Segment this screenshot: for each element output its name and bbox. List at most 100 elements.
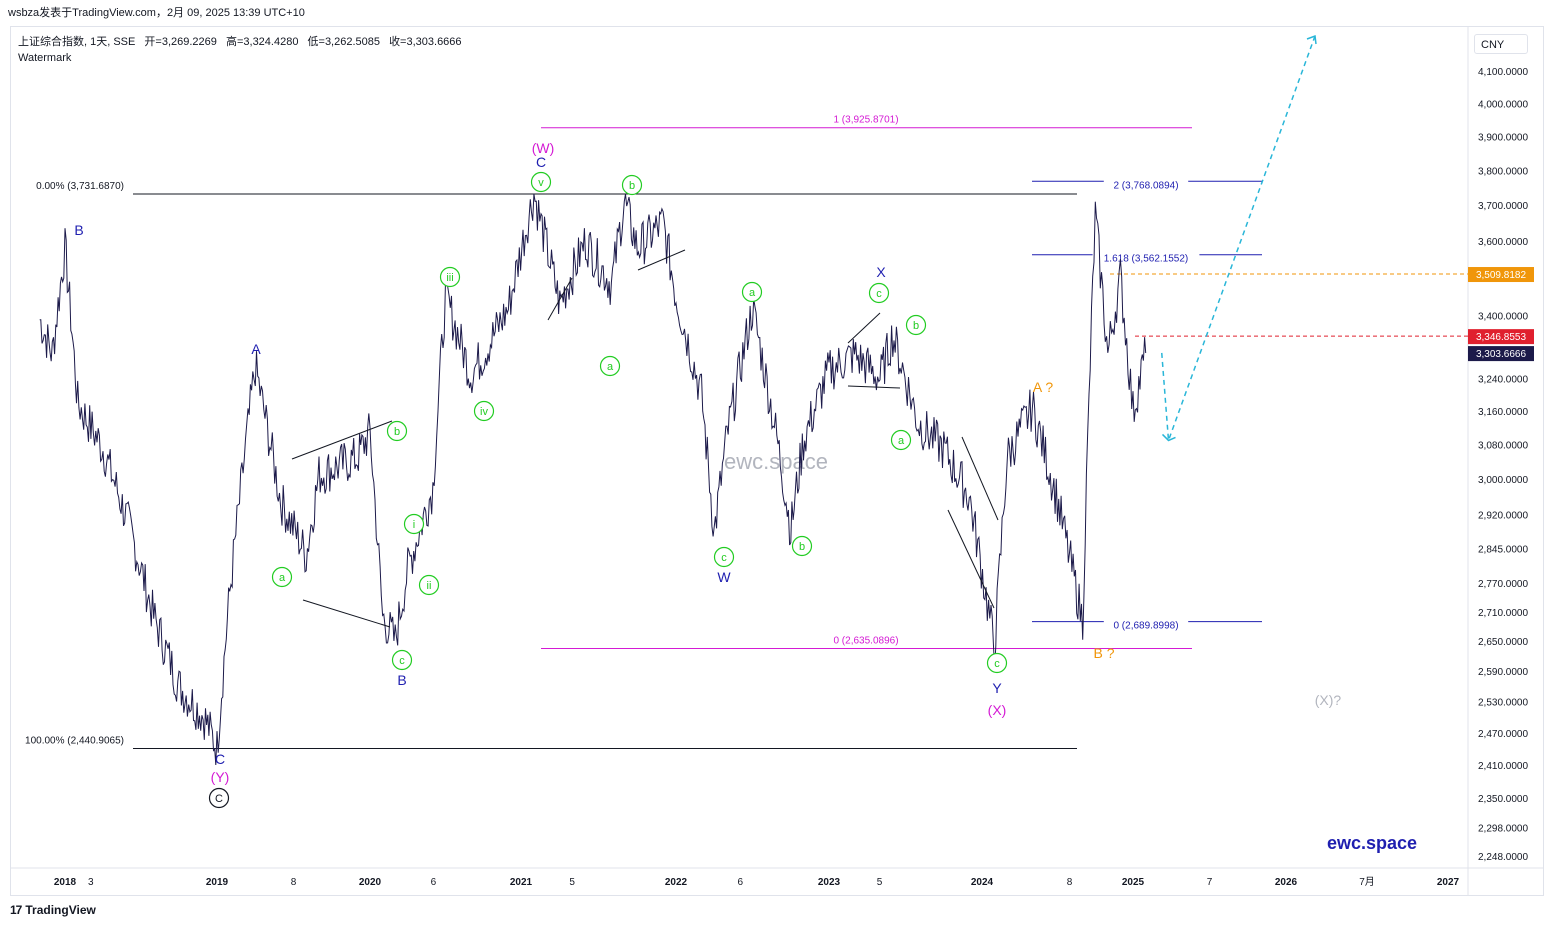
- wave-label: c: [399, 655, 405, 667]
- x-tick-label: 5: [569, 877, 575, 888]
- legend-low: 低=3,262.5085: [307, 36, 380, 48]
- wave-label: iii: [446, 272, 453, 284]
- wave-label: b: [913, 320, 919, 332]
- y-tick-label: 2,845.0000: [1478, 544, 1528, 555]
- legend-symbol[interactable]: 上证综合指数, 1天, SSE: [18, 36, 136, 48]
- x-tick-label: 8: [291, 877, 297, 888]
- wave-label: (Y): [211, 769, 230, 785]
- wave-label: B ?: [1093, 645, 1114, 661]
- projection-path: [1161, 35, 1316, 441]
- x-tick-label: 2021: [510, 877, 533, 888]
- x-tick-label: 7: [1207, 877, 1213, 888]
- y-tick-label: 3,160.0000: [1478, 407, 1528, 418]
- y-tick-label: 3,240.0000: [1478, 375, 1528, 386]
- wave-trendline: [547, 277, 573, 321]
- y-tick-label: 2,410.0000: [1478, 761, 1528, 772]
- currency-selector[interactable]: CNY: [1474, 34, 1528, 54]
- wave-trendline: [637, 249, 686, 271]
- x-tick-label: 3: [88, 877, 94, 888]
- y-tick-label: 3,000.0000: [1478, 475, 1528, 486]
- level-label: 100.00% (2,440.9065): [25, 735, 124, 746]
- y-tick-label: 2,770.0000: [1478, 579, 1528, 590]
- wave-label: a: [749, 287, 756, 299]
- x-tick-label: 8: [1067, 877, 1073, 888]
- price-series-line: [39, 193, 1147, 766]
- x-tick-label: 2024: [971, 877, 994, 888]
- publisher-header: wsbza发表于TradingView.com，2月 09, 2025 13:3…: [8, 7, 305, 19]
- y-tick-label: 2,530.0000: [1478, 698, 1528, 709]
- legend-open: 开=3,269.2269: [144, 36, 217, 48]
- wave-label-circle: [741, 281, 763, 303]
- x-tick-label: 2018: [54, 877, 77, 888]
- y-tick-label: 3,900.0000: [1478, 132, 1528, 143]
- level-label-bg: [1103, 174, 1189, 187]
- wave-label: Y: [992, 680, 1002, 696]
- wave-label-circle: [271, 566, 293, 588]
- wave-trendline: [847, 385, 901, 389]
- chart-frame: [10, 26, 1544, 896]
- price-badge-label: 3,303.6666: [1476, 349, 1526, 360]
- y-tick-label: 2,350.0000: [1478, 794, 1528, 805]
- level-label: 0 (2,635.0896): [833, 635, 898, 646]
- x-tick-label: 7月: [1359, 876, 1375, 888]
- y-tick-label: 3,600.0000: [1478, 237, 1528, 248]
- x-tick-label: 5: [877, 877, 883, 888]
- wave-label-circle: [890, 429, 912, 451]
- x-tick-label: 2022: [665, 877, 688, 888]
- wave-label: (X): [988, 702, 1007, 718]
- wave-label-circle: [386, 420, 408, 442]
- wave-trendline: [847, 312, 881, 344]
- price-badge: [1468, 346, 1534, 362]
- wave-label: i: [413, 519, 415, 531]
- wave-label: A ?: [1033, 379, 1053, 395]
- y-tick-label: 4,000.0000: [1478, 99, 1528, 110]
- wave-label: a: [898, 435, 905, 447]
- wave-label-circle: [418, 574, 440, 596]
- wave-label-circle: [713, 546, 735, 568]
- y-tick-label: 2,710.0000: [1478, 608, 1528, 619]
- wave-trendline: [291, 420, 393, 460]
- footer-logo[interactable]: 17 TradingView: [10, 903, 96, 917]
- legend-close: 收=3,303.6666: [389, 36, 462, 48]
- y-tick-label: 2,248.0000: [1478, 852, 1528, 863]
- legend-watermark: Watermark: [18, 52, 72, 64]
- wave-label: C: [215, 751, 225, 767]
- x-tick-label: 2019: [206, 877, 229, 888]
- wave-label-circle: [439, 266, 461, 288]
- wave-label-circle: [791, 535, 813, 557]
- wave-label: v: [538, 177, 544, 189]
- wave-trendline: [302, 599, 391, 628]
- wave-label-circle: [599, 355, 621, 377]
- projection-arrowhead: [1306, 34, 1317, 45]
- level-label-bg: [1092, 247, 1200, 260]
- level-label: 1 (3,925.8701): [833, 115, 898, 126]
- wave-label: c: [721, 552, 727, 564]
- wave-label: a: [607, 361, 614, 373]
- tradingview-logo-icon: 17: [10, 903, 22, 917]
- x-tick-label: 2026: [1275, 877, 1298, 888]
- price-badge: [1468, 267, 1534, 283]
- x-tick-label: 2020: [359, 877, 382, 888]
- y-tick-label: 3,800.0000: [1478, 166, 1528, 177]
- wave-label: c: [994, 658, 1000, 670]
- wave-label-circle: [530, 171, 552, 193]
- wave-label-circle: [208, 787, 230, 809]
- legend-high: 高=3,324.4280: [225, 36, 299, 48]
- level-label: 2 (3,768.0894): [1113, 180, 1178, 191]
- y-tick-label: 2,590.0000: [1478, 667, 1528, 678]
- level-label: 0 (2,689.8998): [1113, 621, 1178, 632]
- wave-label: b: [629, 180, 635, 192]
- chart-legend: 上证综合指数, 1天, SSE 开=3,269.2269 高=3,324.428…: [18, 34, 468, 66]
- wave-label: W: [717, 569, 731, 585]
- y-tick-label: 3,080.0000: [1478, 441, 1528, 452]
- wave-label: A: [251, 341, 261, 357]
- footer-name: TradingView: [25, 903, 96, 917]
- wave-label-circle: [473, 400, 495, 422]
- y-tick-label: 2,650.0000: [1478, 637, 1528, 648]
- y-tick-label: 2,470.0000: [1478, 729, 1528, 740]
- y-tick-label: 2,920.0000: [1478, 510, 1528, 521]
- x-tick-label: 2027: [1437, 877, 1460, 888]
- wave-trendline: [961, 436, 999, 521]
- wave-label-circle: [868, 282, 890, 304]
